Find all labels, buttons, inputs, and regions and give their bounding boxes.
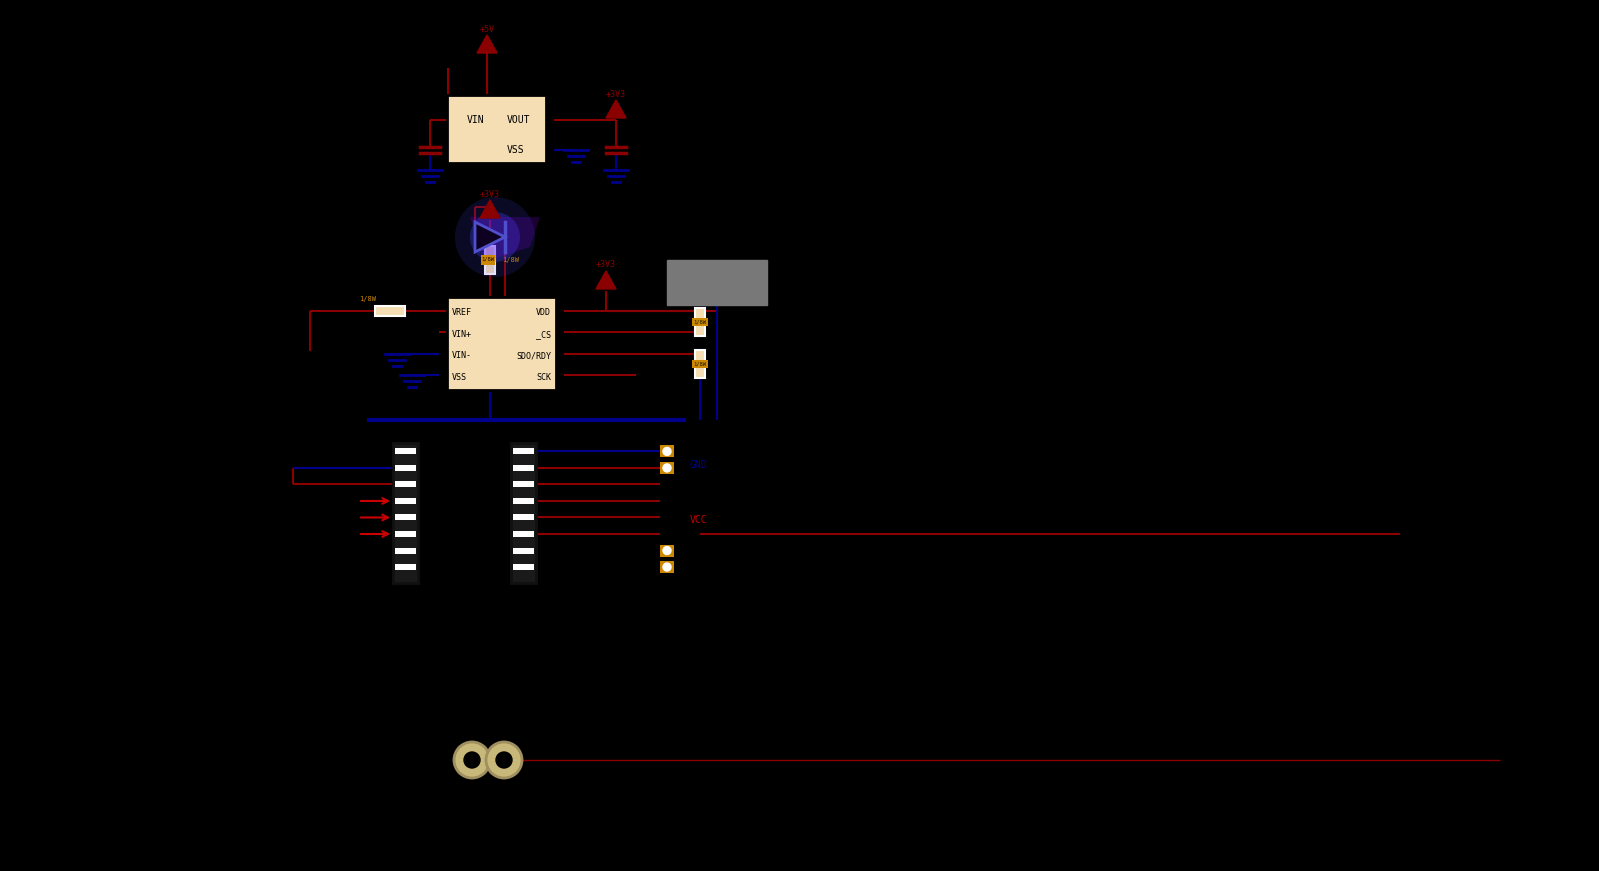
Bar (481, 255, 496, 265)
Circle shape (464, 752, 480, 768)
Text: VSS: VSS (453, 373, 467, 381)
Polygon shape (470, 217, 540, 262)
Text: VCC: VCC (691, 516, 708, 525)
Bar (692, 318, 708, 326)
Text: VSS: VSS (507, 145, 524, 155)
Circle shape (664, 448, 672, 456)
Text: VREF: VREF (453, 308, 472, 317)
Text: +5V: +5V (480, 24, 494, 33)
Text: _CS: _CS (536, 330, 552, 339)
Bar (484, 246, 496, 274)
Text: VDD: VDD (536, 308, 552, 317)
Bar (395, 531, 416, 537)
Bar (395, 482, 416, 488)
Bar (395, 515, 416, 521)
Text: GND: GND (691, 460, 708, 470)
Polygon shape (480, 200, 500, 218)
Bar (692, 361, 708, 368)
Bar (395, 548, 416, 553)
Bar (512, 443, 536, 583)
Bar (448, 95, 545, 163)
Circle shape (664, 563, 672, 571)
Bar (513, 498, 534, 504)
Bar (660, 445, 675, 457)
Bar (513, 548, 534, 553)
Text: 1/8W: 1/8W (694, 362, 707, 367)
Text: VIN: VIN (467, 115, 484, 125)
Circle shape (664, 464, 672, 472)
Text: 1/8W: 1/8W (502, 257, 520, 263)
Bar (395, 564, 416, 570)
Bar (696, 350, 705, 378)
Bar (513, 531, 534, 537)
Text: VIN-: VIN- (453, 351, 472, 361)
Polygon shape (477, 35, 497, 53)
Text: +3V3: +3V3 (596, 260, 616, 269)
Circle shape (470, 212, 520, 262)
Circle shape (664, 546, 672, 555)
Polygon shape (606, 100, 625, 118)
Polygon shape (596, 271, 616, 289)
Bar (513, 564, 534, 570)
Text: VOUT: VOUT (507, 115, 531, 125)
Circle shape (486, 742, 521, 778)
Circle shape (456, 197, 536, 277)
Polygon shape (475, 222, 505, 252)
Text: +3V3: +3V3 (606, 90, 625, 98)
Bar (395, 449, 416, 455)
Text: +3V3: +3V3 (480, 190, 500, 199)
Bar (660, 544, 675, 557)
Text: 1/8W: 1/8W (360, 296, 376, 302)
Circle shape (496, 752, 512, 768)
Bar (667, 260, 768, 305)
Bar (696, 307, 705, 335)
Text: 1/8W: 1/8W (481, 256, 494, 261)
Bar (448, 297, 556, 390)
Bar (513, 449, 534, 455)
Text: VIN+: VIN+ (453, 330, 472, 339)
Bar (513, 482, 534, 488)
Bar (660, 561, 675, 573)
Text: SCK: SCK (536, 373, 552, 381)
Bar (395, 498, 416, 504)
Bar (376, 306, 405, 316)
Bar (513, 515, 534, 521)
Circle shape (454, 742, 489, 778)
Bar (660, 462, 675, 474)
Text: SDO/RDY: SDO/RDY (516, 351, 552, 361)
Bar (513, 465, 534, 471)
Text: 1/8W: 1/8W (694, 319, 707, 324)
Bar (395, 465, 416, 471)
Bar (393, 443, 417, 583)
